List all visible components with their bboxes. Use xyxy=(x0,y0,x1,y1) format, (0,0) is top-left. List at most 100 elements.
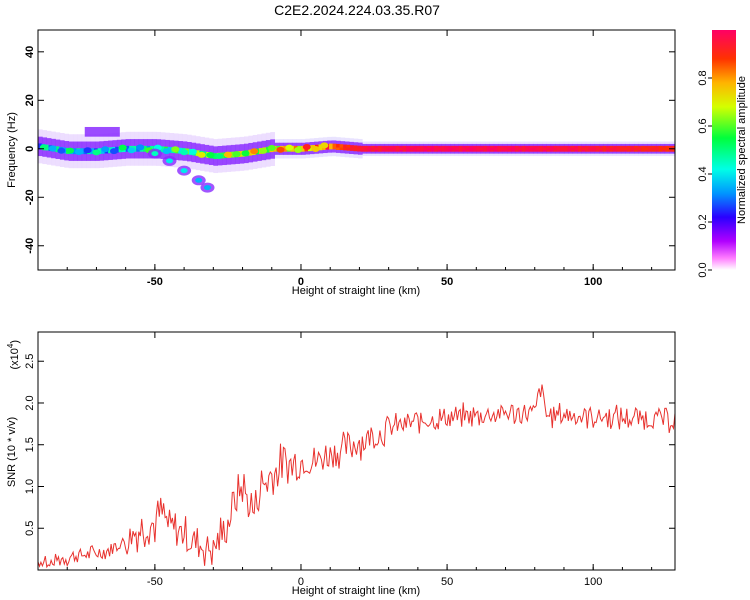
heatmap-branch-core xyxy=(203,185,211,191)
colorbar-tick-label: 0.8 xyxy=(697,70,709,85)
heatmap-core-cell xyxy=(570,147,575,150)
heatmap-core-cell xyxy=(535,147,540,150)
y-tick-label: -40 xyxy=(24,238,36,254)
heatmap-blob xyxy=(276,146,285,153)
heatmap-core-cell xyxy=(402,147,407,150)
heatmap-core-cell xyxy=(339,147,344,150)
heatmap-ridge-cell xyxy=(283,145,288,152)
colorbar-tick-label: 0.0 xyxy=(697,262,709,277)
x-tick-label: -50 xyxy=(147,576,163,588)
heatmap-core-cell xyxy=(507,147,512,150)
heatmap-core-cell xyxy=(542,147,547,150)
heatmap-core-cell xyxy=(406,147,410,150)
heatmap-blob xyxy=(197,151,206,158)
colorbar: 0.0 0.2 0.4 0.6 0.8 Normalized spectral ampl… xyxy=(697,30,748,278)
heatmap-core-cell xyxy=(444,147,449,150)
heatmap-core-cell xyxy=(662,147,666,150)
heatmap-core-cell xyxy=(378,147,382,150)
snr-x-ticks: -50 0 50 100 xyxy=(66,332,653,588)
heatmap-core-cell xyxy=(423,147,428,150)
heatmap-blob xyxy=(241,150,250,157)
heatmap-ridge-cell xyxy=(343,144,347,151)
heatmap-branch-core xyxy=(180,168,188,174)
heatmap-core-cell xyxy=(567,147,572,150)
heatmap-core-cell xyxy=(609,147,614,150)
heatmap-core-cell xyxy=(353,147,358,150)
y-tick-label: 40 xyxy=(24,46,36,58)
heatmap-core-cell xyxy=(367,147,372,150)
heatmap-core-cell xyxy=(641,147,645,150)
heatmap-blob xyxy=(92,149,101,156)
heatmap-blob xyxy=(258,147,267,154)
heatmap-core-cell xyxy=(655,147,659,150)
heatmap-core-cell xyxy=(469,147,474,150)
heatmap-core-cell xyxy=(350,147,354,150)
snr-plot-area xyxy=(38,384,675,569)
spectrogram-panel: -50 0 50 100 -40 -20 0 20 40 Height of straight… xyxy=(6,29,676,297)
heatmap-core-cell xyxy=(500,147,505,150)
heatmap-core-cell xyxy=(364,147,368,150)
heatmap-blob xyxy=(127,147,136,154)
heatmap-blob xyxy=(101,146,110,153)
snr-scale-exponent: 4 xyxy=(6,343,15,348)
heatmap-core-cell xyxy=(385,147,389,150)
heatmap-ridge-cell xyxy=(160,146,165,153)
heatmap-ridge-cell xyxy=(90,148,95,155)
heatmap-blob xyxy=(294,147,303,154)
x-tick-label: 0 xyxy=(298,276,304,288)
snr-scale-prefix: (x10 xyxy=(9,348,21,369)
heatmap-blob xyxy=(66,147,75,154)
heatmap-core-cell xyxy=(458,147,463,150)
heatmap-core-cell xyxy=(420,147,424,150)
heatmap-core-cell xyxy=(634,147,638,150)
svg-text:(x104): (x104) xyxy=(6,340,21,370)
heatmap-core-cell xyxy=(665,147,670,150)
heatmap-ridge-cell xyxy=(143,145,147,152)
heatmap-core-cell xyxy=(346,147,351,150)
chart-title: C2E2.2024.224.03.35.R07 xyxy=(274,2,440,18)
heatmap-core-cell xyxy=(599,147,603,150)
heatmap-core-cell xyxy=(602,147,607,150)
heatmap-blob xyxy=(188,148,197,155)
heatmap-core-cell xyxy=(651,147,656,150)
heatmap-blob xyxy=(171,146,180,153)
heatmap-blob xyxy=(267,144,276,151)
heatmap-core-cell xyxy=(360,147,365,150)
x-tick-label: 100 xyxy=(584,276,602,288)
spectrogram-y-label: Frequency (Hz) xyxy=(6,112,18,188)
heatmap-blob xyxy=(162,148,171,155)
y-tick-label: 0.5 xyxy=(24,521,36,536)
heatmap-core-cell xyxy=(416,147,421,150)
snr-scale-label: (x104) xyxy=(6,340,21,370)
heatmap-core-cell xyxy=(465,147,470,150)
heatmap-core-cell xyxy=(563,147,568,150)
heatmap-core-cell xyxy=(585,147,589,150)
heatmap-core-cell xyxy=(371,147,375,150)
heatmap-core-cell xyxy=(658,147,663,150)
heatmap-core-cell xyxy=(472,147,477,150)
heatmap-core-cell xyxy=(549,147,554,150)
heatmap-core-cell xyxy=(592,147,596,150)
heatmap-core-cell xyxy=(451,147,456,150)
spectrogram-heatmap xyxy=(38,126,675,193)
snr-panel: -50 0 50 100 0.5 1.0 1.5 2.0 2.5 Height of stra… xyxy=(6,331,676,597)
heatmap-ridge-cell xyxy=(300,145,305,152)
snr-background xyxy=(38,332,675,570)
x-tick-label: 50 xyxy=(441,576,453,588)
heatmap-core-cell xyxy=(623,147,628,150)
y-tick-label: 1.0 xyxy=(24,479,36,494)
spectrogram-x-ticks: -50 0 50 100 xyxy=(66,30,653,288)
heatmap-blob xyxy=(109,148,118,155)
spectrogram-frame xyxy=(37,29,676,271)
heatmap-ridge-cell xyxy=(336,143,340,150)
heatmap-core-cell xyxy=(532,147,537,150)
colorbar-tick-label: 0.4 xyxy=(697,166,709,181)
colorbar-gradient xyxy=(712,30,736,270)
y-tick-label: -20 xyxy=(24,189,36,205)
heatmap-core-cell xyxy=(336,147,340,150)
heatmap-blob xyxy=(250,148,259,155)
colorbar-ticks: 0.0 0.2 0.4 0.6 0.8 xyxy=(697,70,712,278)
heatmap-patch xyxy=(84,126,120,137)
heatmap-blob xyxy=(180,149,189,156)
